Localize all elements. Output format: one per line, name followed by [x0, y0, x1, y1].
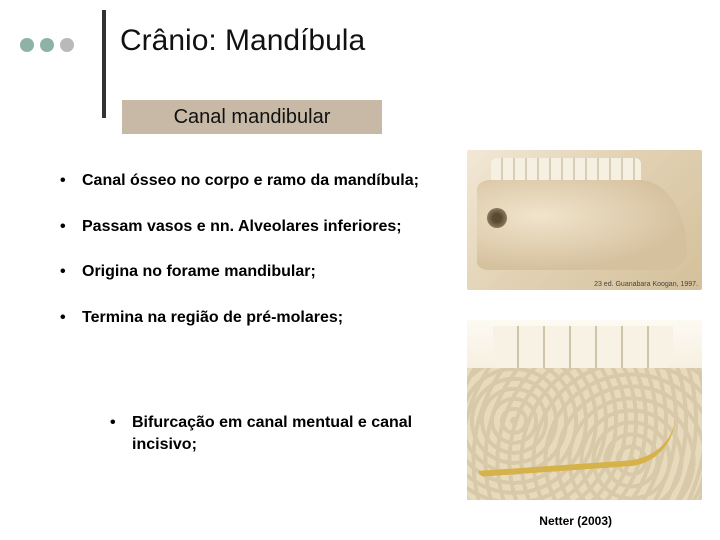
list-item: Origina no forame mandibular;	[60, 261, 420, 283]
list-item: Bifurcação em canal mentual e canal inci…	[110, 412, 430, 455]
dot-1	[20, 38, 34, 52]
figure-caption: 23 ed. Guanabara Koogan, 1997.	[594, 281, 698, 288]
citation: Netter (2003)	[539, 514, 612, 528]
subtitle-box: Canal mandibular	[122, 100, 382, 134]
sub-bullet-list: Bifurcação em canal mentual e canal inci…	[110, 412, 430, 455]
figure-teeth-section	[493, 326, 673, 370]
slide-title: Crânio: Mandíbula	[120, 24, 365, 58]
figure-canal-opening	[487, 208, 507, 228]
figure-mandible-section	[467, 320, 702, 500]
figure-mandible-lateral: 23 ed. Guanabara Koogan, 1997.	[467, 150, 702, 290]
decor-vertical-line	[102, 10, 106, 118]
decor-dots	[20, 38, 74, 52]
list-item: Canal ósseo no corpo e ramo da mandíbula…	[60, 170, 420, 192]
subtitle-text: Canal mandibular	[174, 106, 331, 129]
figure-jaw-body	[477, 180, 687, 270]
list-item: Passam vasos e nn. Alveolares inferiores…	[60, 216, 420, 238]
list-item: Termina na região de pré-molares;	[60, 307, 420, 329]
dot-3	[60, 38, 74, 52]
bullet-list: Canal ósseo no corpo e ramo da mandíbula…	[60, 170, 420, 352]
figure-teeth-row	[491, 158, 641, 180]
dot-2	[40, 38, 54, 52]
